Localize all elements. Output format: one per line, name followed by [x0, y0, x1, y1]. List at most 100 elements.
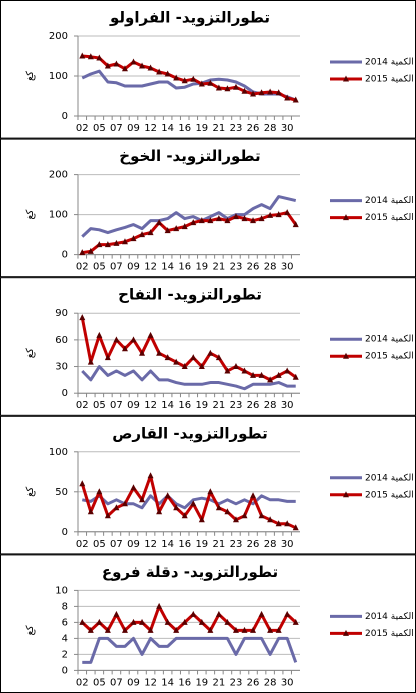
point-marker	[198, 618, 205, 625]
x-tick-label: 02	[76, 677, 89, 688]
x-tick-label: 26	[247, 539, 260, 550]
x-tick-label: 23	[230, 262, 243, 273]
point-marker	[113, 239, 120, 246]
point-marker	[139, 349, 146, 356]
point-marker	[79, 249, 86, 256]
point-marker	[96, 54, 103, 61]
chart-panel: تطورالتزويد- الخوخ كغ 0 100 200 02 05 07 09 12 14 1…	[0, 138, 416, 278]
point-marker	[258, 610, 265, 617]
x-tick-label: 19	[195, 123, 208, 134]
point-marker	[292, 221, 299, 228]
x-tick-label: 23	[230, 539, 243, 550]
point-marker	[224, 618, 231, 625]
point-marker	[275, 89, 282, 96]
point-marker	[104, 241, 111, 248]
x-tick-label: 05	[93, 262, 106, 273]
legend-marker	[343, 75, 349, 82]
point-marker	[232, 626, 239, 633]
point-marker	[113, 336, 120, 343]
point-marker	[250, 217, 257, 224]
point-marker	[207, 79, 214, 86]
x-tick-label: 28	[264, 123, 277, 134]
point-marker	[250, 492, 257, 499]
x-tick-label: 12	[144, 539, 157, 550]
point-marker	[156, 349, 163, 356]
legend-label: 2014 الكمية	[365, 335, 414, 345]
series-line	[82, 636, 298, 664]
point-marker	[292, 373, 299, 380]
x-tick-label: 09	[127, 400, 140, 411]
x-tick-label: 30	[281, 262, 294, 273]
chart-title: تطورالتزويد- الفراولو	[109, 9, 270, 27]
x-tick-label: 02	[76, 539, 89, 550]
x-tick-label: 02	[76, 123, 89, 134]
point-marker	[224, 367, 231, 374]
x-tick-label: 21	[213, 400, 226, 411]
x-tick-label: 12	[144, 400, 157, 411]
x-tick-label: 14	[161, 539, 174, 550]
y-tick-label: 2	[62, 649, 68, 660]
x-tick-label: 19	[195, 539, 208, 550]
legend-marker	[343, 491, 349, 498]
chart-panel: تطورالتزويد- القارص كغ 0 50 100 02 05 07 09 12 14 1…	[0, 415, 416, 555]
point-marker	[79, 480, 86, 487]
point-marker	[139, 618, 146, 625]
legend-label: 2014 الكمية	[365, 473, 414, 483]
y-tick-label: 30	[55, 362, 68, 373]
point-marker	[198, 217, 205, 224]
point-marker	[250, 626, 257, 633]
legend-label: 2015 الكمية	[365, 629, 414, 639]
point-marker	[147, 626, 154, 633]
point-marker	[207, 626, 214, 633]
point-marker	[113, 60, 120, 67]
point-marker	[190, 219, 197, 226]
x-tick-label: 12	[144, 123, 157, 134]
series-line	[81, 365, 296, 391]
point-marker	[190, 75, 197, 82]
x-tick-label: 23	[230, 400, 243, 411]
point-marker	[258, 371, 265, 378]
x-tick-label: 05	[93, 677, 106, 688]
point-marker	[284, 610, 291, 617]
x-tick-label: 30	[281, 677, 294, 688]
point-marker	[139, 496, 146, 503]
x-tick-label: 02	[76, 262, 89, 273]
x-tick-label: 16	[178, 539, 191, 550]
point-marker	[215, 504, 222, 511]
x-tick-label: 07	[110, 539, 123, 550]
point-marker	[190, 500, 197, 507]
point-marker	[241, 87, 248, 94]
x-tick-label: 28	[264, 400, 277, 411]
point-marker	[224, 217, 231, 224]
point-marker	[156, 219, 163, 226]
point-marker	[181, 512, 188, 519]
series-line	[81, 195, 297, 238]
point-marker	[250, 371, 257, 378]
point-marker	[267, 88, 274, 95]
y-tick-label: 200	[49, 170, 68, 181]
point-marker	[284, 209, 291, 216]
point-marker	[173, 225, 180, 232]
x-tick-label: 21	[213, 262, 226, 273]
legend-label: 2014 الكمية	[365, 612, 414, 622]
x-tick-label: 19	[195, 677, 208, 688]
chart-panel: تطورالتزويد- التفاح كغ 0 30 60 90 02 05 07 09 12 14…	[0, 277, 416, 416]
point-marker	[164, 354, 171, 361]
y-tick-label: 10	[55, 585, 68, 596]
y-axis-label: كغ	[25, 625, 36, 635]
y-tick-label: 0	[62, 665, 68, 676]
x-tick-label: 16	[178, 262, 191, 273]
point-marker	[215, 215, 222, 222]
x-tick-label: 28	[264, 677, 277, 688]
point-marker	[173, 626, 180, 633]
point-marker	[113, 610, 120, 617]
x-tick-label: 09	[127, 677, 140, 688]
point-marker	[275, 211, 282, 218]
point-marker	[121, 626, 128, 633]
point-marker	[241, 215, 248, 222]
chart-title: تطورالتزويد- الخوخ	[119, 147, 260, 165]
point-marker	[87, 626, 94, 633]
point-marker	[130, 618, 137, 625]
y-tick-label: 4	[62, 633, 68, 644]
